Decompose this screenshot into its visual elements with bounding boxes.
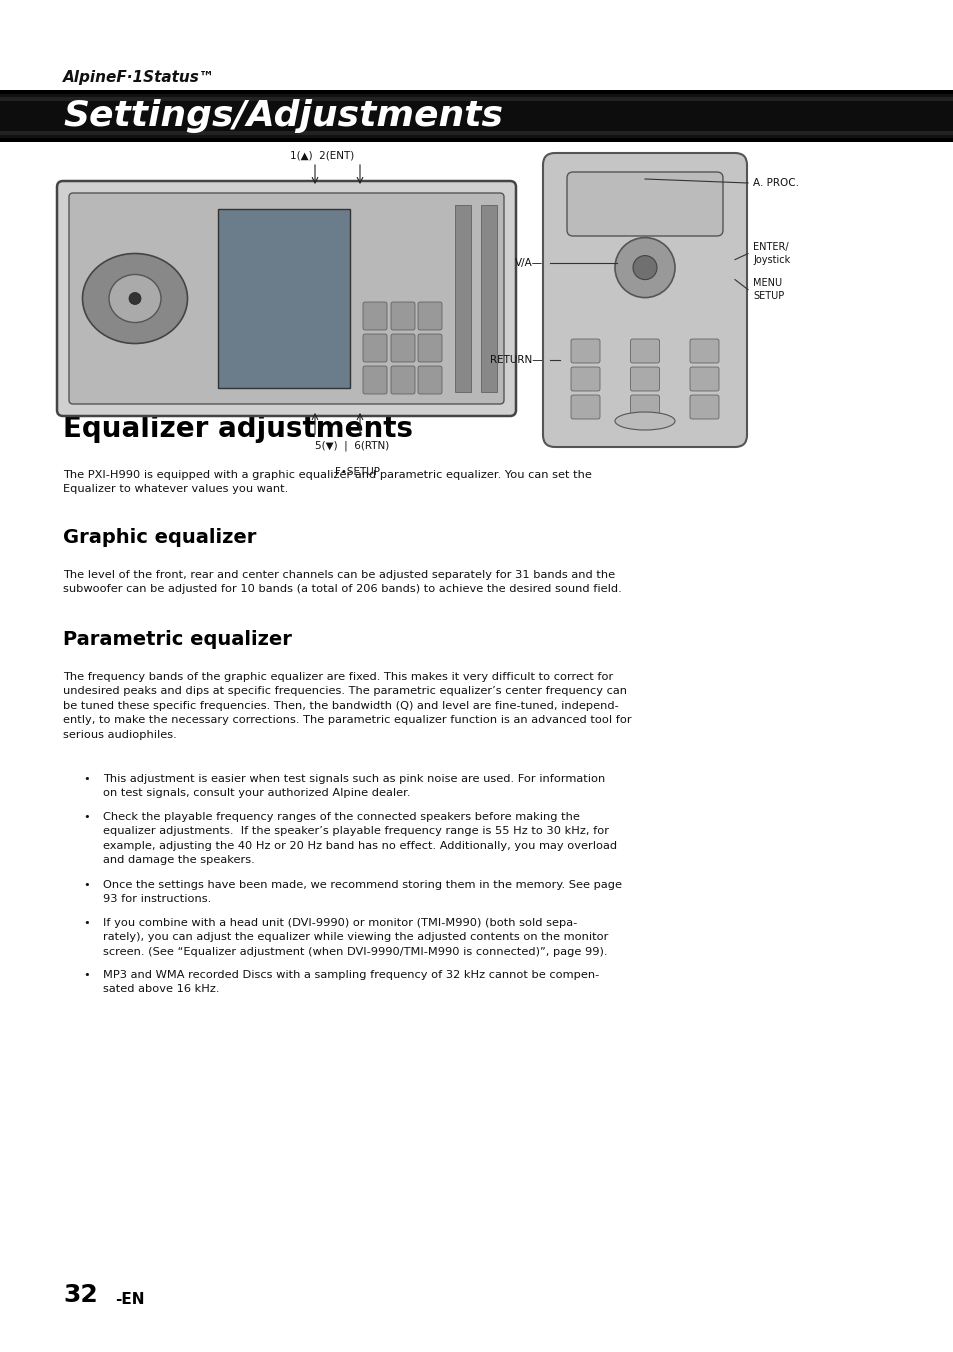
- Bar: [0, 105, 953, 108]
- FancyBboxPatch shape: [630, 366, 659, 391]
- Ellipse shape: [109, 274, 161, 323]
- FancyBboxPatch shape: [689, 366, 719, 391]
- Bar: [0, 112, 953, 116]
- FancyBboxPatch shape: [391, 334, 415, 362]
- FancyBboxPatch shape: [57, 181, 516, 416]
- Bar: [0, 138, 953, 142]
- FancyBboxPatch shape: [571, 395, 599, 419]
- FancyBboxPatch shape: [363, 301, 387, 330]
- Text: MENU
SETUP: MENU SETUP: [752, 279, 783, 300]
- Text: The PXI-H990 is equipped with a graphic equalizer and parametric equalizer. You : The PXI-H990 is equipped with a graphic …: [63, 470, 591, 495]
- Bar: [0, 135, 953, 138]
- Bar: [0, 108, 953, 112]
- Bar: [0, 97, 953, 101]
- FancyBboxPatch shape: [391, 301, 415, 330]
- Text: Parametric equalizer: Parametric equalizer: [63, 630, 292, 649]
- Text: 32: 32: [63, 1283, 97, 1307]
- FancyBboxPatch shape: [391, 366, 415, 393]
- Text: Check the playable frequency ranges of the connected speakers before making the
: Check the playable frequency ranges of t…: [103, 813, 617, 865]
- Text: •: •: [83, 880, 90, 890]
- Circle shape: [129, 292, 141, 304]
- FancyBboxPatch shape: [571, 339, 599, 362]
- Text: Graphic equalizer: Graphic equalizer: [63, 529, 256, 548]
- FancyBboxPatch shape: [417, 334, 441, 362]
- Text: Settings/Adjustments: Settings/Adjustments: [63, 99, 502, 132]
- FancyBboxPatch shape: [566, 172, 722, 237]
- Text: •: •: [83, 773, 90, 784]
- Ellipse shape: [82, 254, 188, 343]
- FancyBboxPatch shape: [363, 334, 387, 362]
- Bar: [0, 116, 953, 120]
- Text: AlpineF·1Status™: AlpineF·1Status™: [63, 70, 214, 85]
- FancyBboxPatch shape: [363, 366, 387, 393]
- Bar: [218, 210, 350, 388]
- FancyBboxPatch shape: [689, 395, 719, 419]
- Text: ENTER/
Joystick: ENTER/ Joystick: [752, 242, 789, 265]
- Bar: [455, 206, 471, 392]
- Bar: [0, 93, 953, 97]
- Text: -EN: -EN: [115, 1293, 144, 1307]
- Circle shape: [633, 256, 657, 280]
- FancyBboxPatch shape: [69, 193, 503, 404]
- Text: Once the settings have been made, we recommend storing them in the memory. See p: Once the settings have been made, we rec…: [103, 880, 621, 904]
- FancyBboxPatch shape: [630, 339, 659, 362]
- Bar: [0, 101, 953, 105]
- Text: A. PROC.: A. PROC.: [752, 178, 799, 188]
- Bar: [0, 101, 953, 131]
- Text: Equalizer adjustments: Equalizer adjustments: [63, 415, 413, 443]
- Text: The frequency bands of the graphic equalizer are fixed. This makes it very diffi: The frequency bands of the graphic equal…: [63, 672, 631, 740]
- Text: V/A—: V/A—: [515, 258, 542, 268]
- Bar: [0, 120, 953, 123]
- Bar: [480, 206, 497, 392]
- Ellipse shape: [615, 412, 675, 430]
- Text: F•SETUP: F•SETUP: [335, 466, 379, 477]
- Text: This adjustment is easier when test signals such as pink noise are used. For inf: This adjustment is easier when test sign…: [103, 773, 604, 799]
- FancyBboxPatch shape: [689, 339, 719, 362]
- Text: RETURN—: RETURN—: [490, 356, 542, 365]
- FancyBboxPatch shape: [630, 395, 659, 419]
- FancyBboxPatch shape: [417, 366, 441, 393]
- Text: MP3 and WMA recorded Discs with a sampling frequency of 32 kHz cannot be compen-: MP3 and WMA recorded Discs with a sampli…: [103, 969, 598, 995]
- Text: 5(▼)  |  6(RTN): 5(▼) | 6(RTN): [314, 439, 389, 450]
- Text: •: •: [83, 813, 90, 822]
- Text: The level of the front, rear and center channels can be adjusted separately for : The level of the front, rear and center …: [63, 571, 621, 595]
- Circle shape: [615, 238, 675, 297]
- Text: 1(▲)  2(ENT): 1(▲) 2(ENT): [290, 150, 354, 160]
- FancyBboxPatch shape: [542, 153, 746, 448]
- Bar: [0, 127, 953, 131]
- Bar: [0, 131, 953, 135]
- Bar: [0, 123, 953, 127]
- FancyBboxPatch shape: [417, 301, 441, 330]
- FancyBboxPatch shape: [571, 366, 599, 391]
- Text: •: •: [83, 969, 90, 980]
- Text: If you combine with a head unit (DVI-9990) or monitor (TMI-M990) (both sold sepa: If you combine with a head unit (DVI-999…: [103, 918, 608, 957]
- Bar: [0, 91, 953, 93]
- Text: •: •: [83, 918, 90, 927]
